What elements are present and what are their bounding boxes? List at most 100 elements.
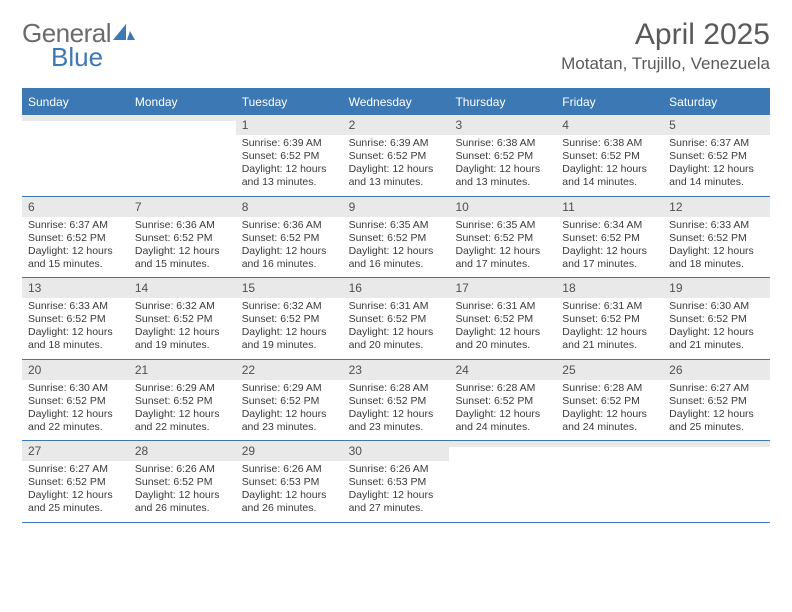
daylight-text: Daylight: 12 hours and 15 minutes.: [135, 245, 230, 271]
day-number: 20: [22, 360, 129, 380]
daylight-text: Daylight: 12 hours and 14 minutes.: [669, 163, 764, 189]
sunrise-text: Sunrise: 6:39 AM: [349, 137, 444, 150]
day-content: Sunrise: 6:35 AMSunset: 6:52 PMDaylight:…: [449, 217, 556, 278]
day-content: Sunrise: 6:39 AMSunset: 6:52 PMDaylight:…: [236, 135, 343, 196]
day-number: 24: [449, 360, 556, 380]
day-content: Sunrise: 6:31 AMSunset: 6:52 PMDaylight:…: [556, 298, 663, 359]
day-content: Sunrise: 6:27 AMSunset: 6:52 PMDaylight:…: [22, 461, 129, 522]
daylight-text: Daylight: 12 hours and 20 minutes.: [455, 326, 550, 352]
day-content: Sunrise: 6:31 AMSunset: 6:52 PMDaylight:…: [449, 298, 556, 359]
sunrise-text: Sunrise: 6:38 AM: [562, 137, 657, 150]
sunset-text: Sunset: 6:52 PM: [562, 395, 657, 408]
sunrise-text: Sunrise: 6:28 AM: [349, 382, 444, 395]
daylight-text: Daylight: 12 hours and 27 minutes.: [349, 489, 444, 515]
day-content: Sunrise: 6:30 AMSunset: 6:52 PMDaylight:…: [22, 380, 129, 441]
day-cell: 26Sunrise: 6:27 AMSunset: 6:52 PMDayligh…: [663, 360, 770, 441]
sunset-text: Sunset: 6:52 PM: [349, 313, 444, 326]
daylight-text: Daylight: 12 hours and 26 minutes.: [242, 489, 337, 515]
day-content: Sunrise: 6:30 AMSunset: 6:52 PMDaylight:…: [663, 298, 770, 359]
day-number: 28: [129, 441, 236, 461]
dayhead-sunday: Sunday: [22, 90, 129, 115]
sunset-text: Sunset: 6:52 PM: [349, 395, 444, 408]
calendar: Sunday Monday Tuesday Wednesday Thursday…: [22, 88, 770, 523]
day-number: 5: [663, 115, 770, 135]
day-cell: 23Sunrise: 6:28 AMSunset: 6:52 PMDayligh…: [343, 360, 450, 441]
dayhead-friday: Friday: [556, 90, 663, 115]
day-cell: 7Sunrise: 6:36 AMSunset: 6:52 PMDaylight…: [129, 197, 236, 278]
sunset-text: Sunset: 6:53 PM: [349, 476, 444, 489]
sunset-text: Sunset: 6:52 PM: [562, 150, 657, 163]
title-block: April 2025 Motatan, Trujillo, Venezuela: [561, 18, 770, 74]
sunrise-text: Sunrise: 6:28 AM: [562, 382, 657, 395]
sunset-text: Sunset: 6:52 PM: [455, 313, 550, 326]
calendar-body: 1Sunrise: 6:39 AMSunset: 6:52 PMDaylight…: [22, 115, 770, 523]
day-cell: 4Sunrise: 6:38 AMSunset: 6:52 PMDaylight…: [556, 115, 663, 196]
daylight-text: Daylight: 12 hours and 19 minutes.: [135, 326, 230, 352]
daylight-text: Daylight: 12 hours and 21 minutes.: [669, 326, 764, 352]
sunrise-text: Sunrise: 6:32 AM: [242, 300, 337, 313]
day-number: 13: [22, 278, 129, 298]
day-cell: 21Sunrise: 6:29 AMSunset: 6:52 PMDayligh…: [129, 360, 236, 441]
day-number: 10: [449, 197, 556, 217]
daylight-text: Daylight: 12 hours and 13 minutes.: [455, 163, 550, 189]
page-title: April 2025: [561, 18, 770, 52]
sunset-text: Sunset: 6:52 PM: [28, 476, 123, 489]
day-number: 18: [556, 278, 663, 298]
day-cell: 10Sunrise: 6:35 AMSunset: 6:52 PMDayligh…: [449, 197, 556, 278]
day-content: Sunrise: 6:35 AMSunset: 6:52 PMDaylight:…: [343, 217, 450, 278]
day-content: Sunrise: 6:28 AMSunset: 6:52 PMDaylight:…: [556, 380, 663, 441]
daylight-text: Daylight: 12 hours and 19 minutes.: [242, 326, 337, 352]
sunset-text: Sunset: 6:52 PM: [455, 395, 550, 408]
dayhead-thursday: Thursday: [449, 90, 556, 115]
day-cell: [449, 441, 556, 522]
day-number: 16: [343, 278, 450, 298]
sunrise-text: Sunrise: 6:34 AM: [562, 219, 657, 232]
day-cell: 18Sunrise: 6:31 AMSunset: 6:52 PMDayligh…: [556, 278, 663, 359]
day-content: Sunrise: 6:32 AMSunset: 6:52 PMDaylight:…: [236, 298, 343, 359]
day-cell: 1Sunrise: 6:39 AMSunset: 6:52 PMDaylight…: [236, 115, 343, 196]
day-number: 29: [236, 441, 343, 461]
sunrise-text: Sunrise: 6:33 AM: [28, 300, 123, 313]
day-content: Sunrise: 6:33 AMSunset: 6:52 PMDaylight:…: [663, 217, 770, 278]
day-cell: 17Sunrise: 6:31 AMSunset: 6:52 PMDayligh…: [449, 278, 556, 359]
day-number: 2: [343, 115, 450, 135]
daylight-text: Daylight: 12 hours and 18 minutes.: [28, 326, 123, 352]
day-content: Sunrise: 6:31 AMSunset: 6:52 PMDaylight:…: [343, 298, 450, 359]
sunset-text: Sunset: 6:52 PM: [28, 232, 123, 245]
sunrise-text: Sunrise: 6:29 AM: [135, 382, 230, 395]
day-number: 25: [556, 360, 663, 380]
day-number: 11: [556, 197, 663, 217]
sunrise-text: Sunrise: 6:31 AM: [455, 300, 550, 313]
daylight-text: Daylight: 12 hours and 26 minutes.: [135, 489, 230, 515]
day-cell: 28Sunrise: 6:26 AMSunset: 6:52 PMDayligh…: [129, 441, 236, 522]
sunrise-text: Sunrise: 6:30 AM: [28, 382, 123, 395]
day-content: Sunrise: 6:26 AMSunset: 6:52 PMDaylight:…: [129, 461, 236, 522]
calendar-week: 13Sunrise: 6:33 AMSunset: 6:52 PMDayligh…: [22, 278, 770, 360]
brand-part2: Blue: [51, 42, 103, 73]
sunrise-text: Sunrise: 6:26 AM: [349, 463, 444, 476]
sunrise-text: Sunrise: 6:31 AM: [562, 300, 657, 313]
sunrise-text: Sunrise: 6:27 AM: [28, 463, 123, 476]
sunrise-text: Sunrise: 6:38 AM: [455, 137, 550, 150]
sunset-text: Sunset: 6:52 PM: [242, 150, 337, 163]
dayhead-monday: Monday: [129, 90, 236, 115]
day-number: 19: [663, 278, 770, 298]
day-cell: 19Sunrise: 6:30 AMSunset: 6:52 PMDayligh…: [663, 278, 770, 359]
day-cell: 11Sunrise: 6:34 AMSunset: 6:52 PMDayligh…: [556, 197, 663, 278]
daylight-text: Daylight: 12 hours and 25 minutes.: [669, 408, 764, 434]
sunset-text: Sunset: 6:52 PM: [669, 232, 764, 245]
day-content: Sunrise: 6:29 AMSunset: 6:52 PMDaylight:…: [236, 380, 343, 441]
daylight-text: Daylight: 12 hours and 25 minutes.: [28, 489, 123, 515]
day-number: 1: [236, 115, 343, 135]
calendar-week: 1Sunrise: 6:39 AMSunset: 6:52 PMDaylight…: [22, 115, 770, 197]
day-number: 8: [236, 197, 343, 217]
day-number: 17: [449, 278, 556, 298]
daylight-text: Daylight: 12 hours and 23 minutes.: [349, 408, 444, 434]
day-cell: 3Sunrise: 6:38 AMSunset: 6:52 PMDaylight…: [449, 115, 556, 196]
day-number: 6: [22, 197, 129, 217]
sunrise-text: Sunrise: 6:26 AM: [135, 463, 230, 476]
day-content: Sunrise: 6:39 AMSunset: 6:52 PMDaylight:…: [343, 135, 450, 196]
day-content: Sunrise: 6:36 AMSunset: 6:52 PMDaylight:…: [129, 217, 236, 278]
calendar-week: 20Sunrise: 6:30 AMSunset: 6:52 PMDayligh…: [22, 360, 770, 442]
day-cell: 14Sunrise: 6:32 AMSunset: 6:52 PMDayligh…: [129, 278, 236, 359]
